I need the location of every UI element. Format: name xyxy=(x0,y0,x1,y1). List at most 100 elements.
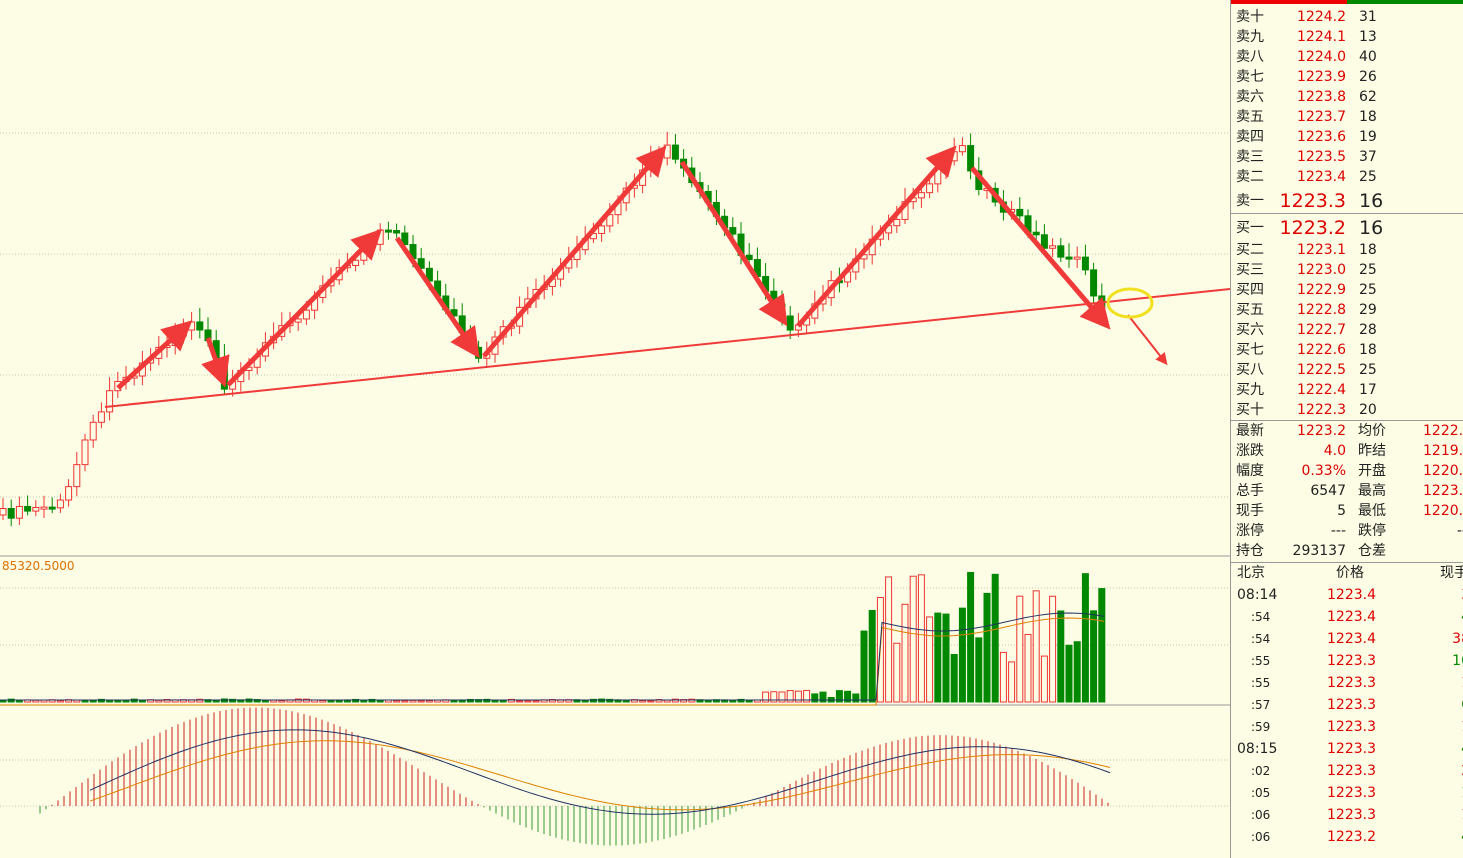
volume-bar xyxy=(491,700,499,703)
candle xyxy=(106,390,114,413)
volume-bar xyxy=(409,699,417,703)
volume-bar xyxy=(589,698,597,703)
candle xyxy=(926,183,934,194)
bid-price: 1222.7 xyxy=(1297,322,1346,338)
ask-price: 1223.5 xyxy=(1297,149,1346,165)
tick-price: 1223.3 xyxy=(1327,741,1376,757)
volume-bar xyxy=(983,592,991,703)
tick-time: :54 xyxy=(1251,632,1271,646)
volume-bar xyxy=(950,653,958,703)
volume-bar xyxy=(729,700,737,703)
bid-price: 1223.0 xyxy=(1297,262,1346,278)
volume-bar xyxy=(926,616,934,703)
tick-time: :06 xyxy=(1251,808,1271,822)
tick-price: 1223.4 xyxy=(1327,609,1376,625)
candle xyxy=(294,318,302,323)
ask-label: 卖一 xyxy=(1236,193,1264,209)
stat-label: 幅度 xyxy=(1236,463,1264,479)
volume-bar xyxy=(1081,573,1089,703)
bid-price: 1222.4 xyxy=(1297,382,1346,398)
stat-value: 1223.5 xyxy=(1423,483,1463,499)
stat-value: 6547 xyxy=(1310,483,1346,499)
tick-price: 1223.3 xyxy=(1327,785,1376,801)
volume-bar xyxy=(598,698,606,703)
candle xyxy=(950,151,958,162)
candle xyxy=(1073,256,1081,260)
candle xyxy=(401,232,409,246)
volume-bar xyxy=(835,690,843,703)
volume-bar xyxy=(942,613,950,703)
volume-bar xyxy=(893,642,901,703)
annotations xyxy=(104,145,1230,408)
candles xyxy=(0,131,1106,527)
stat-label: 持仓 xyxy=(1236,543,1264,559)
volume-bar xyxy=(466,698,474,703)
quote-panel: 卖十 1224.2 31 卖九 1224.1 13 卖八 1224.0 40 卖七 1223.9 26… xyxy=(1230,0,1463,858)
volume-bar xyxy=(15,700,23,703)
bid-volume: 20 xyxy=(1359,402,1377,418)
candle xyxy=(967,145,975,172)
bid-volume: 25 xyxy=(1359,282,1377,298)
stat-value: 1223.2 xyxy=(1297,423,1346,439)
volume-bar xyxy=(622,700,630,703)
tick-volume: 1 xyxy=(1461,806,1463,824)
tick-volume: 1 xyxy=(1461,718,1463,736)
volume-bar xyxy=(737,698,745,703)
stat-value: --- xyxy=(1330,523,1346,539)
bid-price: 1223.1 xyxy=(1297,242,1346,258)
tick-price: 1223.3 xyxy=(1327,675,1376,691)
ask-volume: 18 xyxy=(1359,109,1377,125)
volume-bar xyxy=(450,700,458,703)
candle xyxy=(417,258,425,269)
tick-time: :55 xyxy=(1251,654,1271,668)
ask-volume: 40 xyxy=(1359,49,1377,65)
candle xyxy=(97,411,105,423)
candle xyxy=(893,218,901,227)
volume-bar xyxy=(548,698,556,703)
bid-label: 买十 xyxy=(1236,402,1264,418)
tick-price: 1223.3 xyxy=(1327,719,1376,735)
tick-volume: 4 xyxy=(1461,740,1463,758)
volume-bar xyxy=(499,700,507,703)
volume-bar xyxy=(671,698,679,703)
candle xyxy=(40,506,48,510)
volume-bar xyxy=(917,574,925,703)
candle xyxy=(15,505,23,519)
ask-price: 1223.9 xyxy=(1297,69,1346,85)
candle xyxy=(1081,256,1089,271)
candle xyxy=(1057,245,1065,258)
volume-bar xyxy=(376,699,384,703)
bid-label: 买七 xyxy=(1236,342,1264,358)
stat-value: 4.0 xyxy=(1323,443,1346,459)
bid-volume: 25 xyxy=(1359,262,1377,278)
tick-price: 1223.3 xyxy=(1327,763,1376,779)
candle xyxy=(745,254,753,260)
volume-bar xyxy=(745,700,753,703)
volume-bar xyxy=(516,700,524,703)
stat-value: 1220.1 xyxy=(1423,503,1463,519)
tick-price: 1223.4 xyxy=(1327,631,1376,647)
stat-value: 0.33% xyxy=(1301,463,1346,479)
stat-value: 1222.3 xyxy=(1423,423,1463,439)
volume-bar xyxy=(524,700,532,703)
ask-volume: 13 xyxy=(1359,29,1377,45)
volume-bar xyxy=(1073,641,1081,703)
macd-line xyxy=(89,740,1111,811)
volume-bar xyxy=(261,699,269,703)
volume-bar xyxy=(811,693,819,703)
volume-bar xyxy=(934,612,942,703)
bid-label: 买二 xyxy=(1236,242,1264,258)
ask-label: 卖三 xyxy=(1236,149,1264,165)
volume-bar xyxy=(483,698,491,703)
volume-ma xyxy=(0,617,1105,706)
tick-price: 1223.3 xyxy=(1327,807,1376,823)
volume-bar xyxy=(532,700,540,703)
tick-time: :57 xyxy=(1251,698,1271,712)
ask-volume: 62 xyxy=(1359,89,1377,105)
volume-bar xyxy=(417,700,425,703)
stat-label: 最新 xyxy=(1236,423,1264,439)
volume-bar xyxy=(302,698,310,703)
ask-price: 1224.0 xyxy=(1297,49,1346,65)
bid-volume: 29 xyxy=(1359,302,1377,318)
volume-bar xyxy=(1065,644,1073,703)
